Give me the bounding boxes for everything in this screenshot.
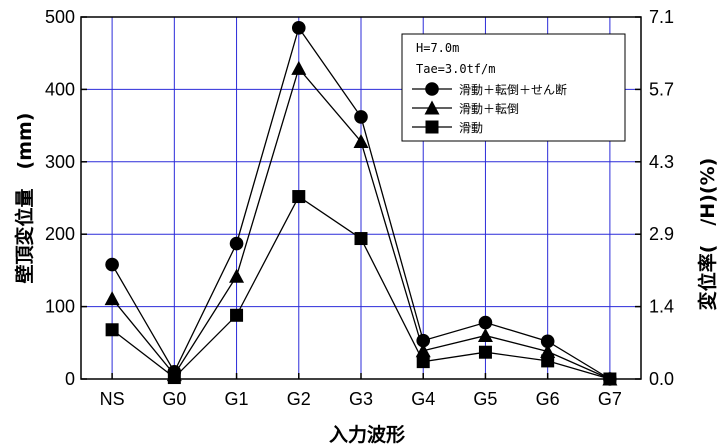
legend-marker-triangle xyxy=(424,100,440,115)
y2-tick-label: 1.4 xyxy=(649,297,674,317)
legend-label-square: 滑動 xyxy=(459,121,483,135)
x-tick-label: G3 xyxy=(349,389,373,409)
data-point-square xyxy=(478,345,492,359)
data-point-square xyxy=(167,371,181,385)
y-tick-label: 200 xyxy=(45,224,75,244)
y2-tick-label: 2.9 xyxy=(649,224,674,244)
y2-axis-ticks: 0.0 1.4 2.9 4.3 5.7 7.1 xyxy=(635,7,674,389)
data-point-square xyxy=(230,308,244,322)
data-point-circle xyxy=(291,21,306,35)
y-tick-label: 100 xyxy=(45,297,75,317)
data-point-triangle xyxy=(104,291,120,306)
data-point-triangle xyxy=(291,60,307,75)
data-point-circle xyxy=(478,315,493,330)
y-axis-ticks: 0 100 200 300 400 500 xyxy=(45,7,87,389)
series-group xyxy=(104,21,618,386)
legend-marker-square xyxy=(425,120,439,134)
legend-label-circle: 滑動＋転倒＋せん断 xyxy=(459,82,567,97)
x-tick-label: G7 xyxy=(598,389,622,409)
legend-marker-circle xyxy=(425,82,439,96)
x-tick-label: G0 xyxy=(162,389,186,409)
y-axis-label: 壁頂変位量 (mm) xyxy=(13,113,36,284)
y-tick-label: 400 xyxy=(45,79,75,99)
data-point-circle xyxy=(229,236,244,251)
x-tick-label: G5 xyxy=(473,389,497,409)
y-tick-label: 300 xyxy=(45,152,75,172)
data-point-square xyxy=(354,232,368,246)
data-point-square xyxy=(292,190,306,204)
data-point-square xyxy=(603,372,617,386)
x-tick-label: G4 xyxy=(411,389,435,409)
data-point-circle xyxy=(540,334,555,349)
x-tick-label: G1 xyxy=(225,389,249,409)
y-tick-label: 0 xyxy=(65,369,75,389)
x-axis-label: 入力波形 xyxy=(329,423,405,446)
y2-axis-label: 変位率( /H)(%) xyxy=(696,158,719,311)
legend-label-triangle: 滑動＋転倒 xyxy=(459,102,519,116)
x-tick-label: NS xyxy=(100,389,125,409)
data-point-square xyxy=(105,323,119,337)
data-point-square xyxy=(541,354,555,368)
y2-tick-label: 0.0 xyxy=(649,369,674,389)
legend-header-tae: Tae=3.0tf/m xyxy=(416,62,495,76)
x-tick-label: G2 xyxy=(287,389,311,409)
x-axis-ticks: NS G0 G1 G2 G3 G4 G5 G6 G7 xyxy=(100,373,622,409)
data-point-triangle xyxy=(477,328,493,343)
y2-tick-label: 4.3 xyxy=(649,152,674,172)
x-tick-label: G6 xyxy=(536,389,560,409)
data-point-circle xyxy=(105,257,119,272)
y-tick-label: 500 xyxy=(45,7,75,27)
legend-box xyxy=(401,33,626,142)
data-point-triangle xyxy=(229,268,245,283)
data-point-triangle xyxy=(353,134,369,149)
legend-header-h: H=7.0m xyxy=(416,41,459,55)
data-point-square xyxy=(416,355,430,369)
data-point-circle xyxy=(354,110,368,124)
y2-tick-label: 5.7 xyxy=(649,79,674,99)
y2-tick-label: 7.1 xyxy=(649,7,674,27)
